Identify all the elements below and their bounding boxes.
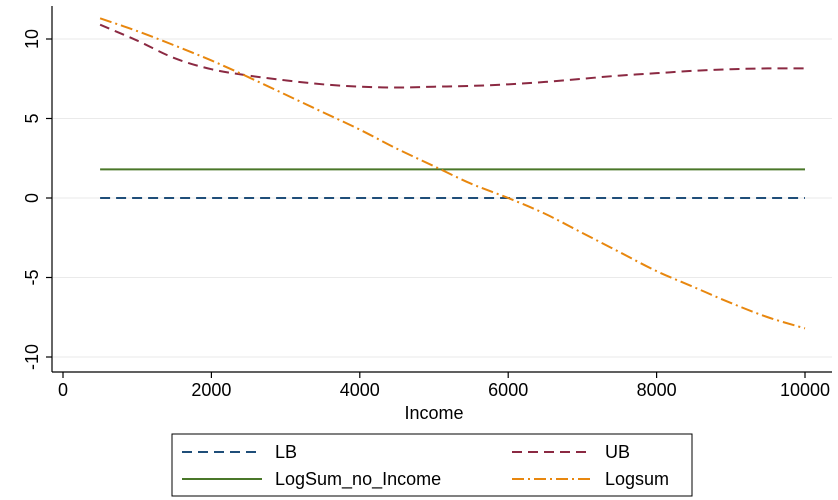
series-line-ub — [99, 23, 806, 89]
y-tick-label-1: -5 — [22, 269, 42, 285]
y-tick-label-4: 10 — [22, 29, 42, 49]
series-lines — [99, 17, 806, 330]
series-line-logsum — [99, 17, 806, 330]
x-tick-label-5: 10000 — [780, 380, 830, 400]
x-tick-label-2: 4000 — [340, 380, 380, 400]
legend: LB UB LogSum_no_Income Logsum — [171, 433, 693, 497]
y-tick-label-0: -10 — [22, 344, 42, 370]
legend-label-1: UB — [605, 442, 630, 462]
y-tick-label-3: 5 — [22, 113, 42, 123]
x-tick-label-3: 6000 — [488, 380, 528, 400]
legend-box — [171, 433, 693, 497]
x-axis-title: Income — [404, 403, 463, 423]
y-tick-label-2: 0 — [22, 193, 42, 203]
x-tick-label-1: 2000 — [191, 380, 231, 400]
legend-label-2: LogSum_no_Income — [275, 469, 441, 490]
legend-label-3: Logsum — [605, 469, 669, 489]
legend-label-0: LB — [275, 442, 297, 462]
x-tick-label-0: 0 — [58, 380, 68, 400]
x-tick-label-4: 8000 — [637, 380, 677, 400]
axes: -10 -5 0 5 10 0 2000 4000 6000 8000 10000 Income — [22, 6, 832, 423]
